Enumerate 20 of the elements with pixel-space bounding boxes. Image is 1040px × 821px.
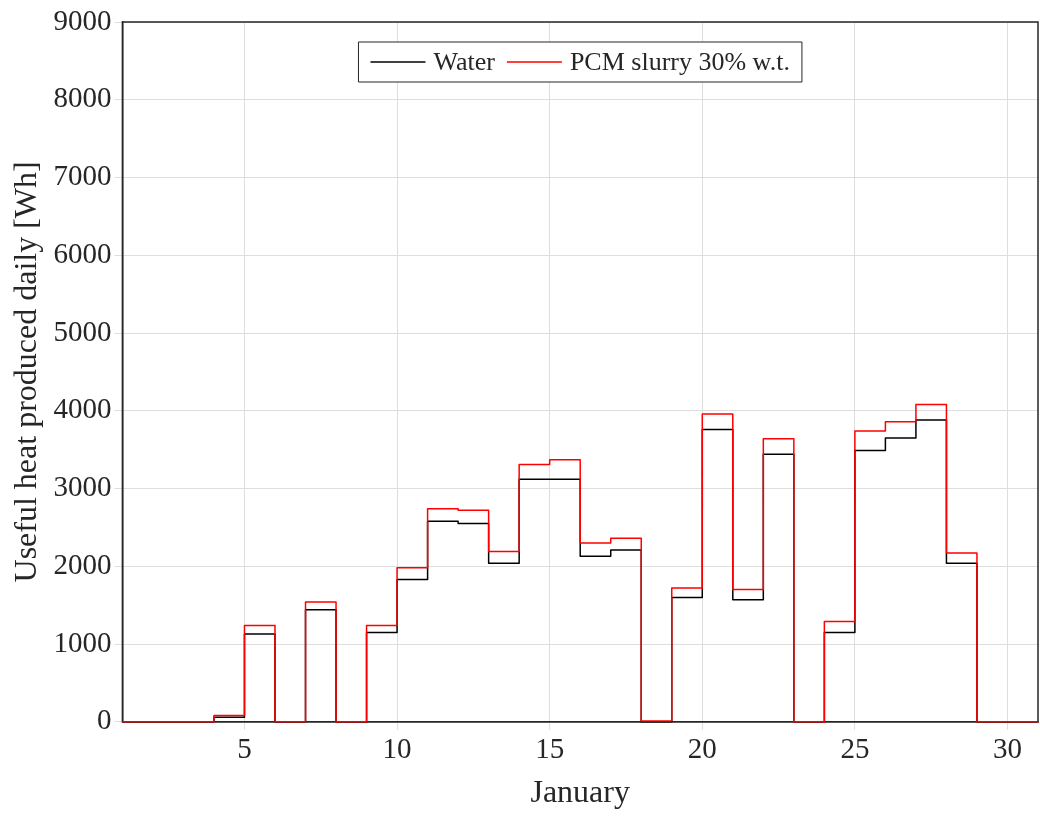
y-tick-label: 2000 [53,547,112,580]
y-tick-label: 4000 [53,392,112,425]
legend-label: Water [433,46,496,76]
x-tick-label: 30 [992,731,1022,764]
x-tick-label: 15 [535,731,565,764]
x-tick-label: 10 [382,731,412,764]
x-axis-title: January [530,773,630,810]
y-axis-title: Useful heat produced daily [Wh] [6,161,43,583]
x-tick-label: 25 [840,731,870,764]
y-tick-label: 8000 [53,81,112,114]
y-tick-label: 6000 [53,236,112,269]
y-tick-label: 9000 [53,3,112,36]
y-tick-label: 1000 [53,625,112,658]
y-tick-label: 0 [96,703,112,736]
y-tick-label: 5000 [53,314,112,347]
x-tick-label: 5 [237,731,252,764]
y-tick-label: 3000 [53,470,112,503]
legend-label: PCM slurry 30% w.t. [569,46,790,76]
x-tick-label: 20 [687,731,717,764]
y-tick-label: 7000 [53,159,112,192]
